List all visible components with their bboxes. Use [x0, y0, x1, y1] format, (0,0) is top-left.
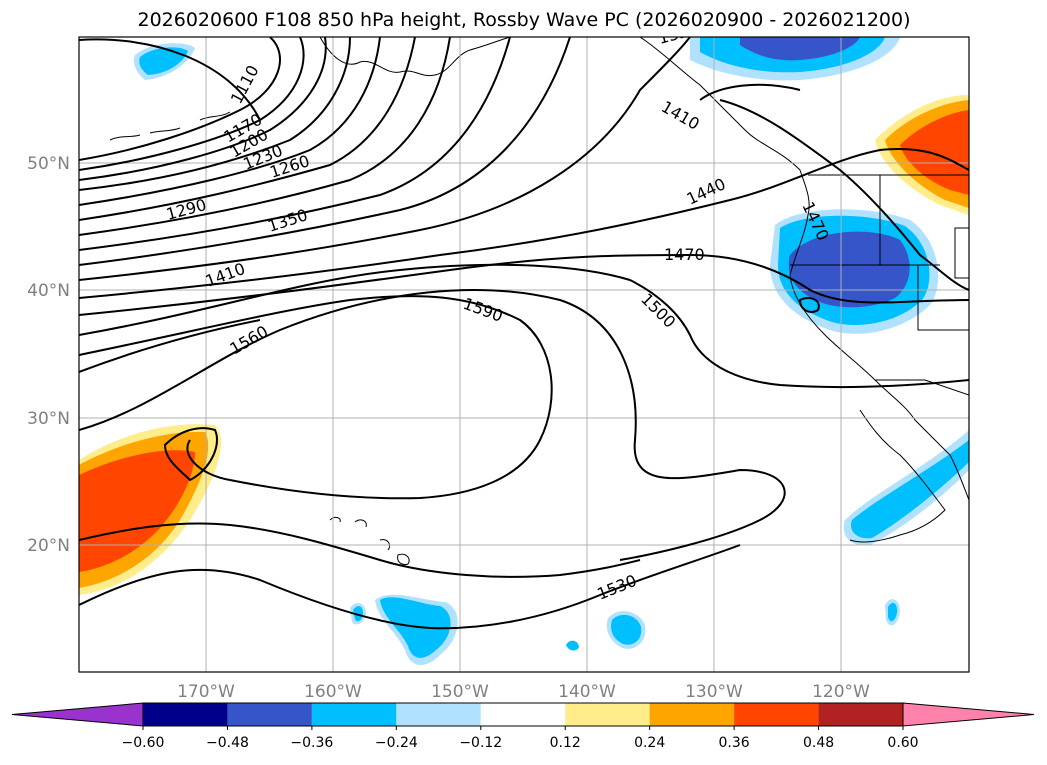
colorbar-tick-label: 0.48: [803, 735, 834, 751]
figure-title: 2026020600 F108 850 hPa height, Rossby W…: [137, 9, 910, 31]
lon-tick-label: 120°W: [812, 682, 870, 702]
lat-tick-label: 20°N: [27, 536, 70, 556]
colorbar-frame: [142, 702, 904, 727]
graticule: [79, 37, 969, 672]
height-contours: [79, 37, 969, 630]
colorbar-tick-label: −0.60: [122, 735, 165, 751]
map-frame: [78, 36, 970, 673]
colorbar-tick-label: 0.12: [550, 735, 581, 751]
colorbar-tick-label: −0.24: [375, 735, 418, 751]
contour-label: 1320: [656, 19, 700, 48]
colorbar-segment: [143, 703, 228, 726]
colorbar-tick-label: 0.36: [719, 735, 750, 751]
colorbar-tick-label: 0.24: [634, 735, 665, 751]
lon-tick-label: 160°W: [304, 682, 362, 702]
colorbar-extend-high: [902, 702, 1035, 727]
colorbar-segment: [480, 703, 566, 726]
colorbar-segment: [649, 703, 735, 726]
colorbar-tick-label: −0.36: [290, 735, 333, 751]
colorbar-segment: [396, 703, 481, 726]
lat-tick-label: 40°N: [27, 281, 70, 301]
anomaly-shading: [79, 37, 969, 666]
lon-tick-label: 130°W: [685, 682, 743, 702]
lon-tick-label: 150°W: [431, 682, 489, 702]
colorbar-segment: [734, 703, 819, 726]
lat-tick-label: 30°N: [27, 409, 70, 429]
colorbar: −0.60 −0.48 −0.36 −0.24 −0.12 0.12 0.24 0.36 0.4…: [11, 702, 1035, 751]
colorbar-extend-low: [11, 702, 144, 727]
lon-tick-label: 170°W: [177, 682, 235, 702]
colorbar-segment: [565, 703, 650, 726]
lon-tick-label: 140°W: [558, 682, 616, 702]
lat-tick-label: 50°N: [27, 154, 70, 174]
map-panel: 1110 1170 1200 1230 1260 1290 1350 1410 …: [79, 19, 969, 672]
latitude-labels: 50°N 40°N 30°N 20°N: [27, 154, 70, 556]
contour-label: 1470: [664, 245, 705, 264]
colorbar-segment: [818, 703, 903, 726]
colorbar-segment: [227, 703, 312, 726]
longitude-labels: 170°W 160°W 150°W 140°W 130°W 120°W: [177, 682, 870, 702]
colorbar-tick-label: −0.12: [459, 735, 502, 751]
colorbar-tick-label: 0.60: [887, 735, 918, 751]
colorbar-segment: [311, 703, 397, 726]
coastlines: [109, 37, 969, 565]
colorbar-tick-label: −0.48: [206, 735, 249, 751]
